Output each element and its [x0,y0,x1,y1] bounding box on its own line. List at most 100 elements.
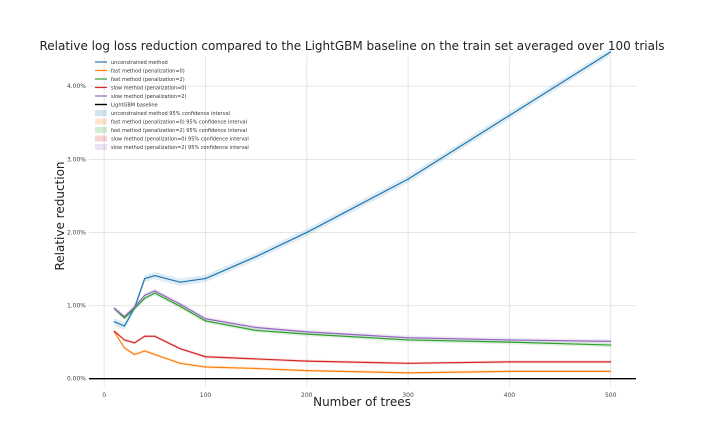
data-point [306,370,308,372]
y-tick-label: 1.00% [67,303,86,310]
x-tick-label: 400 [504,392,516,399]
data-point [204,320,207,322]
data-point [154,353,156,356]
confidence-band [114,288,611,344]
data-point [407,178,409,180]
legend-band-swatch [95,135,107,142]
y-tick-label: 3.00% [67,156,86,163]
legend-band-swatch [95,118,107,125]
data-point [407,339,409,341]
data-point [133,342,136,344]
legend-label: slow method (penalization=0) 95% confide… [111,137,249,143]
data-point [610,340,612,343]
confidence-band [114,290,611,348]
data-point [306,333,308,335]
data-point [255,329,257,332]
data-point [306,231,308,234]
data-point [306,360,308,362]
series-line [113,292,611,346]
data-point [508,361,510,363]
data-point [113,307,115,310]
data-point [508,370,510,372]
data-point [144,297,146,299]
data-point [154,292,156,294]
y-tick-label: 4.00% [67,83,86,90]
data-point [255,367,257,370]
data-point [133,307,136,310]
data-point [610,51,612,53]
data-point [123,347,126,349]
y-tick-label: 0.00% [67,376,86,383]
legend-label: unconstrained method [111,60,168,66]
legend: unconstrained method fast method (penaliz… [95,60,249,151]
data-point [204,318,207,320]
data-point [255,255,257,258]
data-point [144,335,146,337]
data-point [154,290,156,292]
data-point [407,337,409,339]
legend-band-swatch [95,144,107,150]
data-point [179,362,181,364]
x-tick-label: 300 [402,392,414,399]
legend-label: LightGBM baseline [111,103,158,109]
legend-label: unconstrained method 95% confidence inte… [111,111,230,117]
data-point [610,361,612,363]
data-point [508,341,510,343]
data-point [133,353,136,356]
data-point [610,344,612,346]
series-line [113,331,611,374]
data-point [508,114,510,117]
x-tick-label: 200 [301,392,313,399]
confidence-bands [114,48,611,375]
x-axis-label: Number of trees [313,395,411,409]
x-tick-label: 100 [200,392,212,399]
data-point [144,294,146,296]
data-point [133,306,136,308]
confidence-band [114,48,611,330]
legend-label: slow method (penalization=2) 95% confide… [111,145,249,151]
data-point [154,275,156,277]
data-point [144,350,146,352]
series-line [113,330,611,364]
data-point [144,277,146,280]
legend-label: fast method (penalization=0) [111,69,185,75]
x-tick-labels: 0 100 200 300 400 500 [102,392,616,399]
data-point [123,315,126,318]
y-axis-label: Relative reduction [53,161,67,270]
data-point [204,277,207,280]
legend-label: fast method (penalization=2) [111,77,185,83]
series-lines [113,51,612,374]
data-point [204,356,207,358]
data-point [610,370,612,372]
legend-band-swatch [95,110,107,116]
data-point [407,362,409,364]
data-point [179,305,181,307]
data-point [154,335,156,337]
data-point [508,339,510,341]
data-point [255,358,257,360]
data-point [179,348,181,350]
data-point [113,321,115,323]
y-tick-label: 2.00% [67,229,86,236]
legend-label: slow method (penalization=2) [111,94,186,100]
data-point [179,281,181,283]
x-tick-label: 0 [102,392,106,399]
data-point [113,330,115,332]
legend-band-swatch [95,127,107,133]
data-point [407,372,409,374]
chart-title: Relative log loss reduction compared to … [39,39,664,53]
series-line [114,51,611,327]
legend-label: slow method (penalization=0) [111,86,186,92]
x-tick-label: 500 [605,392,617,399]
legend-label: fast method (penalization=2) 95% confide… [111,128,247,134]
data-point [123,317,126,319]
data-point [255,326,257,329]
data-point [204,366,207,368]
data-point [123,339,126,341]
data-point [123,325,126,327]
legend-label: fast method (penalization=0) 95% confide… [111,120,247,126]
data-point [306,331,308,333]
series-line [113,290,611,343]
data-point [179,303,181,305]
